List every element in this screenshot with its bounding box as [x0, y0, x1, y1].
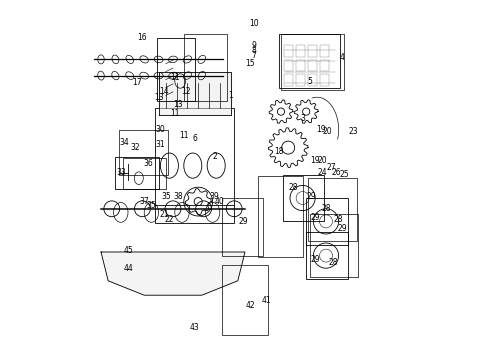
Bar: [284, 45, 293, 57]
Text: 28: 28: [321, 204, 331, 213]
Text: 34: 34: [120, 138, 129, 147]
Text: 4: 4: [340, 53, 344, 62]
Bar: [116, 157, 159, 189]
Text: 30: 30: [155, 125, 165, 134]
Bar: [119, 130, 168, 175]
Text: 20: 20: [323, 127, 333, 136]
Text: 29: 29: [310, 255, 320, 264]
Text: 29: 29: [338, 224, 347, 233]
Text: 45: 45: [123, 246, 133, 255]
Text: 32: 32: [130, 143, 140, 152]
Text: 16: 16: [138, 33, 147, 42]
Text: 7: 7: [251, 51, 256, 60]
Bar: [281, 34, 344, 90]
Text: 5: 5: [307, 77, 312, 86]
Text: 41: 41: [262, 296, 271, 305]
Polygon shape: [101, 252, 245, 295]
Bar: [319, 60, 328, 71]
Bar: [310, 214, 358, 277]
Text: 11: 11: [170, 73, 179, 82]
Text: 40: 40: [215, 197, 225, 206]
Text: 37: 37: [139, 197, 149, 206]
Bar: [296, 74, 305, 86]
Text: 9: 9: [251, 41, 256, 50]
Text: 33: 33: [116, 168, 125, 177]
Text: 11: 11: [179, 131, 189, 140]
Text: 28: 28: [328, 258, 338, 267]
Text: 29: 29: [310, 213, 320, 222]
Text: 15: 15: [245, 59, 255, 68]
Text: 29: 29: [307, 192, 317, 201]
Text: 19: 19: [310, 156, 320, 165]
Text: 26: 26: [332, 168, 342, 177]
Text: 17: 17: [132, 78, 142, 87]
Bar: [319, 45, 328, 57]
Bar: [319, 74, 328, 86]
Text: 28: 28: [334, 215, 343, 224]
Text: 35: 35: [147, 201, 156, 210]
Polygon shape: [159, 72, 231, 115]
Bar: [308, 74, 317, 86]
Text: 44: 44: [123, 264, 133, 273]
Bar: [184, 34, 227, 101]
Bar: [279, 34, 341, 88]
Text: 13: 13: [154, 93, 163, 102]
Bar: [122, 158, 166, 189]
Text: 36: 36: [143, 159, 153, 168]
Bar: [157, 38, 195, 101]
Text: 27: 27: [327, 163, 336, 172]
Text: 39: 39: [210, 192, 220, 201]
Bar: [258, 176, 303, 257]
Text: 1: 1: [228, 91, 233, 100]
Text: 6: 6: [192, 134, 197, 143]
Text: 29: 29: [239, 217, 248, 226]
Text: 12: 12: [181, 87, 190, 96]
Text: 20: 20: [318, 156, 327, 165]
Text: 8: 8: [252, 46, 256, 55]
Text: 3: 3: [300, 114, 305, 123]
Text: 28: 28: [289, 183, 298, 192]
Text: 42: 42: [245, 302, 255, 310]
Text: 18: 18: [274, 147, 284, 156]
Text: 43: 43: [190, 323, 199, 332]
Bar: [221, 198, 263, 256]
Text: 24: 24: [318, 168, 327, 177]
Bar: [308, 45, 317, 57]
Bar: [283, 175, 324, 221]
Bar: [306, 198, 347, 245]
Text: 25: 25: [339, 170, 349, 179]
Text: 14: 14: [159, 87, 169, 96]
Bar: [306, 232, 347, 279]
Text: 22: 22: [165, 215, 174, 224]
Bar: [296, 45, 305, 57]
Text: 38: 38: [173, 192, 183, 201]
Bar: [296, 60, 305, 71]
Text: 21: 21: [159, 210, 169, 219]
Text: 11: 11: [170, 109, 179, 118]
Text: 23: 23: [348, 127, 358, 136]
Bar: [221, 265, 269, 335]
Bar: [308, 178, 357, 241]
Bar: [155, 108, 234, 223]
Text: 35: 35: [161, 192, 171, 201]
Text: 13: 13: [173, 100, 183, 109]
Bar: [284, 74, 293, 86]
Text: 2: 2: [212, 152, 217, 161]
Text: 31: 31: [156, 140, 165, 149]
Bar: [284, 60, 293, 71]
Text: 10: 10: [249, 19, 259, 28]
Bar: [308, 60, 317, 71]
Text: 19: 19: [316, 125, 325, 134]
